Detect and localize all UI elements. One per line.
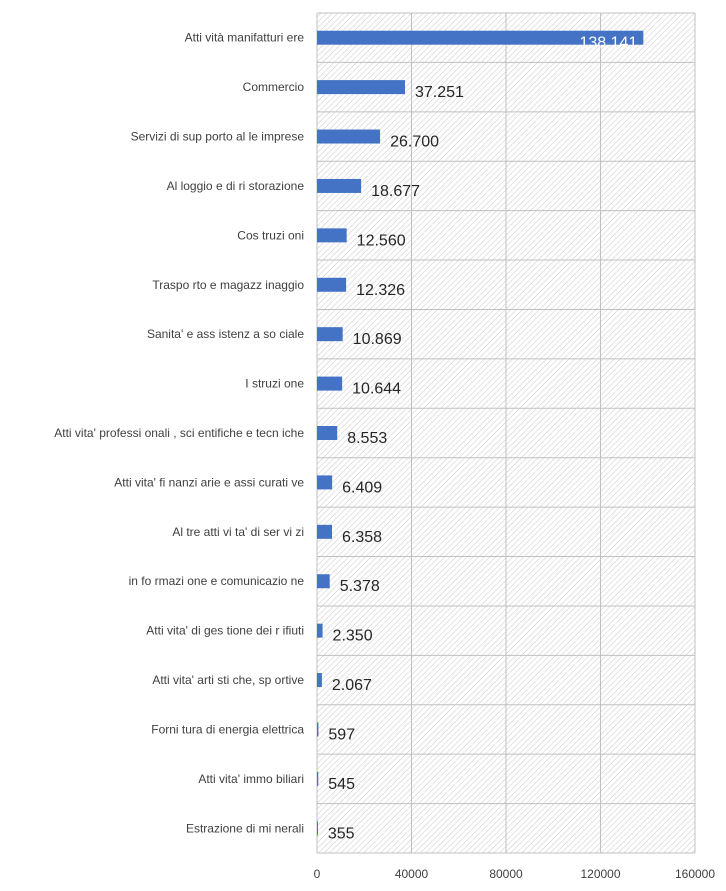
- data-label: 10.644: [352, 381, 401, 398]
- category-label: Cos truzi oni: [237, 228, 304, 242]
- category-label: Traspo rto e magazz inaggio: [152, 278, 304, 292]
- bar: [317, 821, 318, 836]
- x-tick-label: 40000: [395, 867, 429, 881]
- data-label: 545: [328, 776, 355, 793]
- category-label: in fo rmazi one e comunicazio ne: [129, 574, 305, 588]
- data-label: 5.378: [340, 578, 380, 595]
- data-label: 37.251: [415, 84, 464, 101]
- data-label: 138.141: [580, 35, 638, 52]
- category-label: Atti vita' di ges tione dei r ifiuti: [146, 624, 304, 638]
- bar: [317, 574, 330, 589]
- bar: [317, 178, 362, 193]
- data-label: 18.677: [371, 183, 420, 200]
- category-label: Atti vita' fi nanzi arie e assi curati v…: [114, 475, 304, 489]
- bars: [317, 30, 644, 836]
- bar: [317, 228, 347, 243]
- category-label: Atti vita' immo biliari: [198, 772, 304, 786]
- x-tick-label: 80000: [489, 867, 523, 881]
- bar: [317, 673, 322, 688]
- category-label: Atti vità manifatturi ere: [185, 31, 305, 45]
- category-label: Al tre atti vi ta' di ser vi zi: [172, 525, 304, 539]
- category-labels: Atti vità manifatturi ere Commercio Serviz…: [54, 31, 304, 836]
- bar: [317, 327, 343, 342]
- data-label: 2.350: [333, 628, 373, 645]
- category-label: Commercio: [243, 80, 305, 94]
- bar: [317, 426, 338, 440]
- data-label: 6.409: [342, 479, 382, 496]
- data-labels: 138.141 37.251 26.700 18.677 12.560 12.326 10.…: [328, 35, 638, 843]
- x-tick-label: 160000: [675, 867, 715, 881]
- category-label: Estrazione di mi nerali: [186, 821, 304, 835]
- data-label: 597: [328, 726, 355, 743]
- category-label: Al loggio e di ri storazione: [167, 179, 305, 193]
- bar: [317, 30, 644, 45]
- category-label: I struzi one: [245, 377, 304, 391]
- data-label: 355: [328, 825, 355, 842]
- category-label: Sanita' e ass istenz a so ciale: [147, 327, 304, 341]
- data-label: 10.869: [353, 331, 402, 348]
- category-label: Atti vita' professi onali , sci entifich…: [54, 426, 304, 440]
- category-label: Forni tura di energia elettrica: [151, 722, 304, 736]
- gridlines: [316, 12, 696, 854]
- x-tick-label: 120000: [580, 867, 620, 881]
- x-axis-tick-labels: 0 40000 80000 120000 160000: [314, 867, 716, 881]
- bar: [317, 623, 323, 638]
- data-label: 2.067: [332, 677, 372, 694]
- data-label: 12.326: [356, 282, 405, 299]
- bar: [317, 376, 343, 391]
- bar: [317, 771, 319, 786]
- data-label: 8.553: [347, 430, 387, 447]
- bar: [317, 277, 347, 292]
- x-tick-label: 0: [314, 867, 321, 881]
- bar: [317, 129, 381, 144]
- bar: [317, 475, 333, 490]
- bar: [317, 80, 406, 95]
- category-label: Servizi di sup porto al le imprese: [131, 130, 305, 144]
- data-label: 26.700: [390, 134, 439, 151]
- bar: [317, 524, 333, 539]
- data-label: 6.358: [342, 529, 382, 546]
- bar: [317, 722, 319, 737]
- data-label: 12.560: [357, 232, 406, 249]
- category-label: Atti vita' arti sti che, sp ortive: [152, 673, 304, 687]
